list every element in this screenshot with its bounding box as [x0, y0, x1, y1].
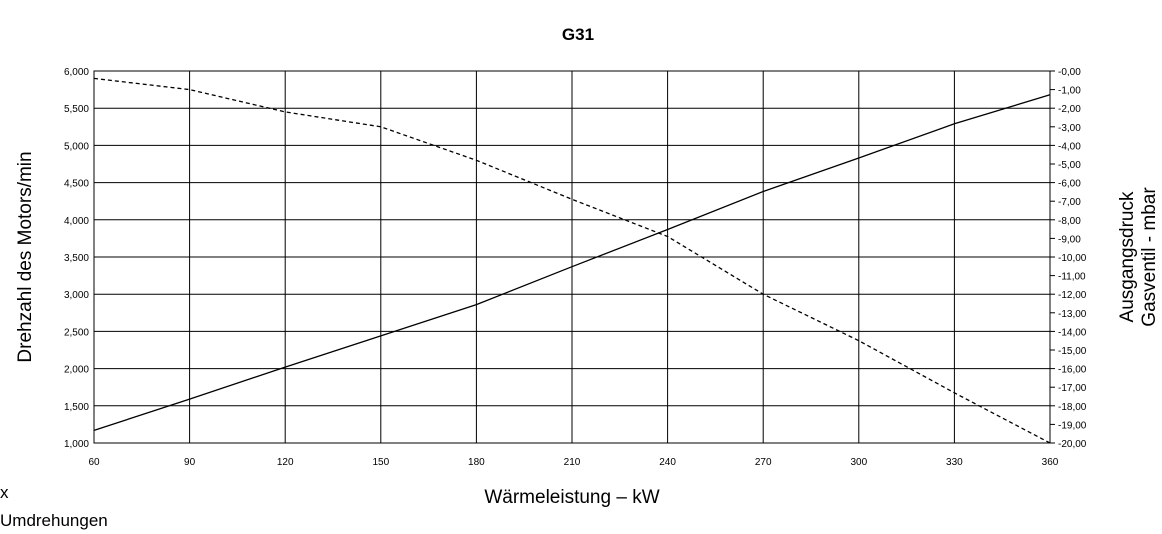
- y-right-tick-label: -20,00: [1058, 439, 1087, 450]
- y-right-tick-label: -13,00: [1058, 309, 1087, 320]
- note-line-2: Umdrehungen: [0, 511, 108, 530]
- right-axis-ticks: -0,00 -1,00 -2,00 -3,00 -4,00 -5,00 -6,00 -7,00…: [1050, 67, 1087, 450]
- y-left-tick-label: 2,000: [64, 365, 89, 376]
- grid: [94, 71, 1050, 443]
- y-right-tick-label: -10,00: [1058, 253, 1087, 264]
- x-tick-label: 240: [659, 457, 676, 468]
- y-right-tick-label: -15,00: [1058, 346, 1087, 357]
- y-left-tick-label: 4,000: [64, 216, 89, 227]
- series-line-solid: [93, 94, 1051, 432]
- y-right-tick-label: -12,00: [1058, 290, 1087, 301]
- x-tick-label: 120: [277, 457, 294, 468]
- x-tick-label: 360: [1042, 457, 1059, 468]
- left-axis-ticks: 1,000 1,500 2,000 2,500 3,000 3,500 4,000 4,500…: [64, 67, 89, 450]
- y-left-tick-label: 1,000: [64, 439, 89, 450]
- y-right-tick-label: -8,00: [1058, 216, 1081, 227]
- y-right-tick-label: -4,00: [1058, 141, 1081, 152]
- y-right-tick-label: -5,00: [1058, 160, 1081, 171]
- x-axis-ticks: 60 90 120 150 180 210 240 270 300 330 360: [88, 457, 1058, 468]
- y-right-tick-label: -19,00: [1058, 420, 1087, 431]
- plot-frame: [93, 70, 1051, 444]
- y-right-tick-label: -11,00: [1058, 272, 1086, 283]
- x-tick-label: 330: [946, 457, 963, 468]
- y-left-tick-label: 3,000: [64, 290, 89, 301]
- y-right-tick-label: -7,00: [1058, 197, 1081, 208]
- series-group: [93, 77, 1051, 444]
- x-tick-label: 150: [372, 457, 389, 468]
- y-left-tick-label: 2,500: [64, 327, 89, 338]
- y-right-tick-label: -0,00: [1058, 67, 1081, 78]
- y-right-tick-label: -14,00: [1058, 327, 1087, 338]
- y-axis-title-right-line1: Ausgangsdruck: [1117, 191, 1138, 322]
- chart-title: G31: [562, 25, 594, 44]
- y-right-tick-label: -9,00: [1058, 234, 1081, 245]
- y-right-tick-label: -1,00: [1058, 86, 1081, 97]
- y-right-tick-label: -2,00: [1058, 104, 1081, 115]
- y-left-tick-label: 5,500: [64, 104, 89, 115]
- x-tick-label: 60: [88, 457, 100, 468]
- x-tick-label: 210: [564, 457, 581, 468]
- y-axis-title-right-line2: Gasventil - mbar: [1139, 187, 1160, 327]
- y-left-tick-label: 6,000: [64, 67, 89, 78]
- y-right-tick-label: -18,00: [1058, 402, 1087, 413]
- x-tick-label: 90: [184, 457, 196, 468]
- y-right-tick-label: -16,00: [1058, 365, 1087, 376]
- y-right-tick-label: -3,00: [1058, 123, 1081, 134]
- x-tick-label: 300: [850, 457, 867, 468]
- y-left-tick-label: 3,500: [64, 253, 89, 264]
- x-tick-label: 270: [755, 457, 772, 468]
- note-line-1: x: [0, 483, 9, 502]
- y-axis-title-left: Drehzahl des Motors/min: [15, 151, 36, 362]
- y-left-tick-label: 4,500: [64, 179, 89, 190]
- y-right-tick-label: -6,00: [1058, 179, 1081, 190]
- y-left-tick-label: 1,500: [64, 402, 89, 413]
- y-left-tick-label: 5,000: [64, 141, 89, 152]
- series-line-dashed: [93, 77, 1051, 444]
- x-tick-label: 180: [468, 457, 485, 468]
- x-axis-title: Wärmeleistung – kW: [484, 487, 659, 508]
- y-right-tick-label: -17,00: [1058, 383, 1087, 394]
